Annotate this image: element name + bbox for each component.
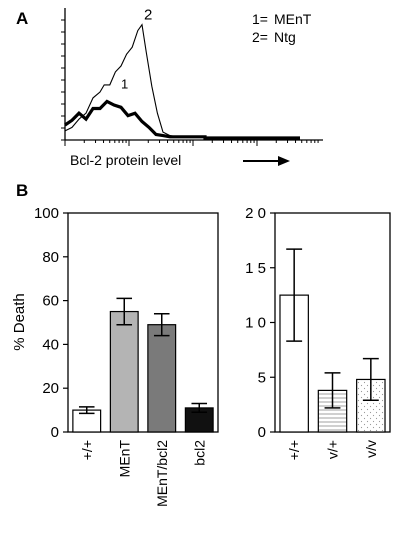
left-error-bar: [78, 406, 95, 415]
legend-key-2: 2=: [252, 29, 268, 45]
right-y-tick-label: 2 0: [245, 205, 266, 222]
left-y-tick-label: 20: [42, 380, 59, 397]
left-category-label: +/+: [79, 440, 95, 460]
y-ticks-right: 0 5 1 0 1 5 2 0: [245, 205, 275, 441]
y-axis-label-left: % Death: [11, 293, 28, 351]
panel-a-label: A: [16, 9, 28, 28]
x-arrow-icon: [243, 156, 290, 166]
right-y-tick-label: 1 0: [245, 315, 266, 332]
legend-label-2: Ntg: [274, 29, 296, 45]
category-labels-right: +/+ v/+ v/v: [286, 440, 379, 460]
hist-x-label: Bcl-2 protein level: [70, 152, 181, 168]
left-bar: [147, 324, 177, 433]
bars-left: [72, 297, 214, 433]
bar-chart-b-right: 0 5 1 0 1 5 2 0 +/+ v/+ v/v: [245, 205, 391, 460]
right-y-tick-label: 5: [258, 369, 266, 386]
right-error-bar: [286, 248, 303, 342]
panel-b-label: B: [16, 181, 28, 200]
left-y-tick-label: 100: [34, 205, 59, 222]
left-category-label: MEnT/bcl2: [154, 440, 170, 507]
legend-label-1: MEnT: [274, 11, 312, 27]
left-y-tick-label: 60: [42, 293, 59, 310]
hist-x-ticks: [64, 140, 319, 146]
right-y-tick-label: 0: [258, 424, 266, 441]
left-error-bar: [116, 297, 133, 326]
series-ment-line: [64, 99, 300, 140]
left-error-bar: [191, 402, 208, 414]
left-y-tick-label: 0: [51, 424, 59, 441]
right-error-bar: [324, 372, 341, 409]
right-error-bar: [362, 357, 379, 401]
right-category-label: v/+: [325, 440, 341, 459]
legend-key-1: 1=: [252, 11, 268, 27]
right-category-label: +/+: [286, 440, 302, 460]
right-y-tick-label: 1 5: [245, 260, 266, 277]
histogram-panel-a: 1 2 1= MEnT 2= Ntg Bcl-2 protein level: [61, 7, 323, 168]
peak-label-1: 1: [121, 76, 128, 91]
hist-y-ticks: [61, 19, 65, 141]
peak-label-2: 2: [144, 7, 152, 24]
left-category-label: bcl2: [191, 440, 207, 466]
bars-right: [279, 248, 386, 433]
right-category-label: v/v: [363, 440, 379, 458]
bar-chart-b-left: % Death 0 20 40 60 80 100 +/+ MEnT MEnT/bcl2 bcl…: [11, 205, 219, 507]
left-error-bar: [153, 312, 170, 337]
legend: 1= MEnT 2= Ntg: [252, 11, 312, 45]
plot-frame-left: [67, 212, 219, 433]
left-y-tick-label: 40: [42, 336, 59, 353]
y-ticks-left: 0 20 40 60 80 100: [34, 205, 68, 441]
left-y-tick-label: 80: [42, 249, 59, 266]
category-labels-left: +/+ MEnT MEnT/bcl2 bcl2: [79, 440, 208, 507]
left-bar: [109, 310, 139, 433]
left-category-label: MEnT: [116, 440, 132, 478]
